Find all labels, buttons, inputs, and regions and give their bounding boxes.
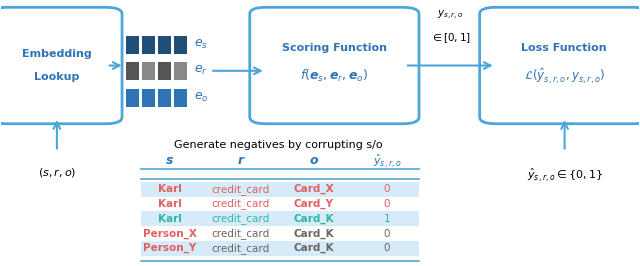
Bar [173, 88, 187, 107]
Text: Person_X: Person_X [143, 228, 197, 239]
Text: 0: 0 [384, 184, 390, 194]
Text: Generate negatives by corrupting s/o: Generate negatives by corrupting s/o [174, 140, 383, 149]
Text: Embedding: Embedding [22, 49, 92, 59]
Text: $y_{s,r,o}$: $y_{s,r,o}$ [437, 9, 463, 22]
Bar [125, 61, 140, 80]
Bar [141, 61, 156, 80]
Bar [141, 35, 156, 54]
FancyBboxPatch shape [250, 7, 419, 124]
Text: $\in [0,1]$: $\in [0,1]$ [430, 31, 470, 45]
Text: Karl: Karl [158, 214, 182, 224]
Text: Card_K: Card_K [293, 214, 334, 224]
Text: $(s,r,o)$: $(s,r,o)$ [38, 166, 76, 179]
Text: Karl: Karl [158, 184, 182, 194]
FancyBboxPatch shape [479, 7, 640, 124]
Text: Card_K: Card_K [293, 228, 334, 239]
Text: credit_card: credit_card [211, 184, 269, 194]
Text: $e_s$: $e_s$ [194, 38, 208, 51]
Bar [141, 88, 156, 107]
Text: 0: 0 [384, 243, 390, 253]
FancyBboxPatch shape [0, 7, 122, 124]
Text: 1: 1 [384, 214, 390, 224]
Text: credit_card: credit_card [211, 228, 269, 239]
Text: Card_Y: Card_Y [294, 199, 333, 209]
Text: s: s [166, 154, 173, 167]
Text: credit_card: credit_card [211, 198, 269, 209]
Text: $\hat{y}_{s,r,o} \in \{0,1\}$: $\hat{y}_{s,r,o} \in \{0,1\}$ [527, 166, 603, 184]
Bar [141, 182, 419, 197]
Text: Card_X: Card_X [293, 184, 334, 194]
Text: $f(\boldsymbol{e}_s, \boldsymbol{e}_r, \boldsymbol{e}_o)$: $f(\boldsymbol{e}_s, \boldsymbol{e}_r, \… [300, 68, 369, 84]
Text: $\hat{y}_{s,r,o}$: $\hat{y}_{s,r,o}$ [372, 152, 401, 169]
Text: Card_K: Card_K [293, 243, 334, 253]
Text: credit_card: credit_card [211, 213, 269, 224]
Bar [157, 88, 172, 107]
Text: $e_o$: $e_o$ [194, 91, 209, 104]
Text: $\mathcal{L}(\hat{y}_{s,r,o}, y_{s,r,o})$: $\mathcal{L}(\hat{y}_{s,r,o}, y_{s,r,o})… [524, 66, 605, 86]
Bar [141, 211, 419, 226]
Text: Loss Function: Loss Function [522, 43, 607, 53]
Bar [173, 61, 187, 80]
Bar [157, 35, 172, 54]
Text: 0: 0 [384, 199, 390, 209]
Bar [141, 241, 419, 256]
Text: Person_Y: Person_Y [143, 243, 196, 253]
Text: Lookup: Lookup [34, 72, 79, 82]
Text: $e_r$: $e_r$ [194, 64, 208, 77]
Text: credit_card: credit_card [211, 243, 269, 253]
Text: Scoring Function: Scoring Function [282, 43, 387, 53]
Text: o: o [309, 154, 318, 167]
Text: r: r [237, 154, 243, 167]
Bar [125, 35, 140, 54]
Text: Karl: Karl [158, 199, 182, 209]
Bar [173, 35, 187, 54]
Bar [157, 61, 172, 80]
Bar [125, 88, 140, 107]
Text: 0: 0 [384, 228, 390, 239]
